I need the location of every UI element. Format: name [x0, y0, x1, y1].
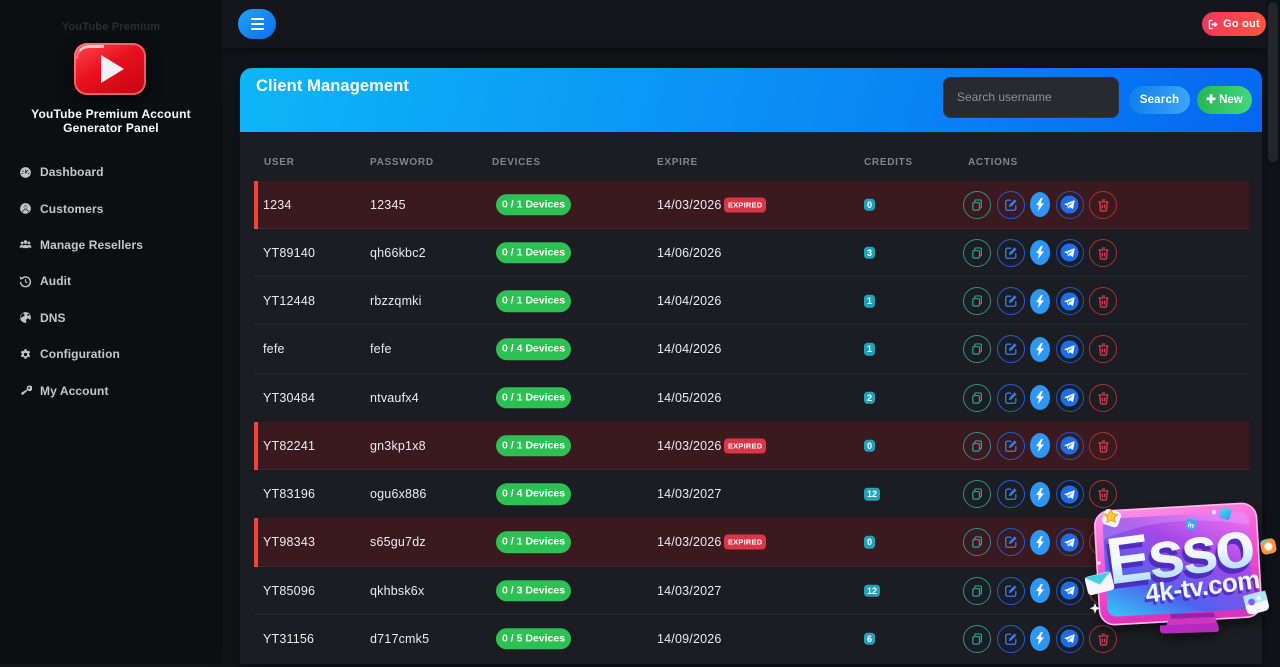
svg-text:in: in: [1187, 522, 1194, 530]
